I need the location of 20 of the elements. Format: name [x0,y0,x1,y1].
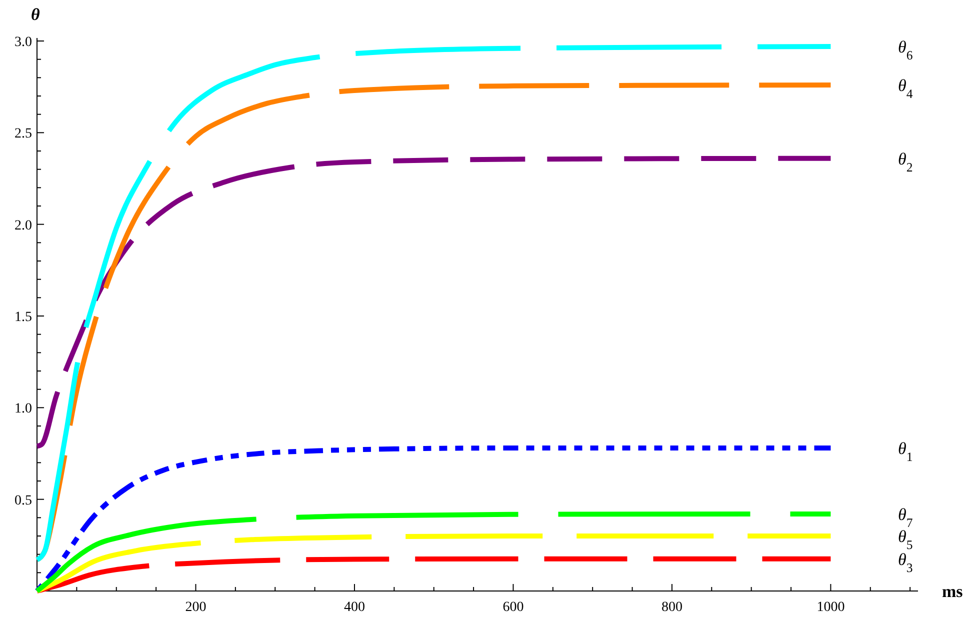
x-tick-label: 400 [344,600,365,615]
text: θ$_{3}$ [898,550,913,575]
x-tick-label: 200 [185,600,206,615]
text: θ$_{5}$ [898,527,913,552]
x-tick-label: 800 [661,600,682,615]
x-tick-label: 1000 [816,600,845,615]
y-tick-label: 2.0 [14,218,32,234]
y-tick-label: 1.5 [14,310,32,325]
y-axis-title: θ [31,5,40,24]
y-tick-label: 3.0 [14,35,32,50]
y-tick-label: 0.5 [14,493,32,508]
text: θ$_{1}$ [898,439,913,464]
x-tick-label: 600 [502,600,524,615]
text: θ$_{2}$ [898,149,913,174]
y-tick-label: 1.0 [14,402,32,417]
x-axis-title: ms [942,582,964,601]
text: θ$_{7}$ [898,505,913,530]
text: θ$_{4}$ [898,76,914,101]
y-tick-label: 2.5 [14,126,32,142]
text: θ$_{6}$ [898,38,913,62]
